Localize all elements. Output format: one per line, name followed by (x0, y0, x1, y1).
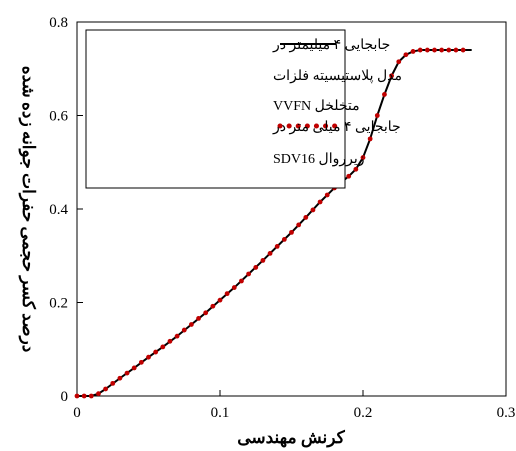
series-point-sdv16 (432, 47, 437, 53)
series-point-sdv16 (210, 303, 216, 309)
series-point-sdv16 (367, 136, 373, 142)
series-point-sdv16 (260, 258, 266, 263)
x-tick-label: 0.1 (211, 405, 230, 421)
series-point-sdv16 (103, 386, 108, 392)
series-point-sdv16 (224, 291, 230, 297)
y-tick-label: 0.4 (49, 202, 68, 218)
series-point-sdv16 (303, 215, 309, 220)
series-point-sdv16 (410, 49, 416, 54)
series-point-sdv16 (317, 199, 323, 205)
series-point-sdv16 (196, 315, 201, 321)
legend-label-vvfn-line-3: متخلخل VVFN (273, 99, 360, 114)
series-point-sdv16 (174, 333, 180, 339)
series-point-sdv16 (446, 47, 452, 53)
series-point-sdv16 (281, 236, 287, 242)
series-point-sdv16 (289, 229, 294, 235)
y-tick-label: 0.6 (49, 109, 68, 125)
y-tick-label: 0 (61, 389, 69, 405)
series-point-sdv16 (274, 244, 280, 249)
legend-label-sdv16-line-2: زیرروال SDV16 (273, 152, 364, 167)
series-point-sdv16 (138, 359, 144, 365)
series-point-sdv16 (189, 322, 194, 327)
y-tick-label: 0.8 (49, 15, 68, 31)
series-point-sdv16 (131, 365, 137, 371)
series-point-sdv16 (231, 285, 237, 290)
series-point-sdv16 (153, 349, 159, 355)
series-point-sdv16 (217, 297, 223, 303)
series-point-sdv16 (81, 393, 87, 399)
series-point-sdv16 (124, 370, 130, 376)
series-point-sdv16 (253, 265, 259, 270)
legend-label-sdv16-line-1: جابجایی ۴ میلی متر در (272, 120, 401, 135)
series-point-sdv16 (117, 375, 123, 381)
series-point-sdv16 (310, 207, 316, 213)
series-point-sdv16 (267, 251, 273, 256)
series-point-sdv16 (353, 166, 359, 172)
legend-box (85, 29, 346, 189)
x-ticks: 0 0.1 0.2 0.3 (73, 390, 515, 421)
x-axis-title: کرنش مهندسی (237, 428, 345, 448)
series-point-sdv16 (296, 222, 302, 228)
series-point-sdv16 (360, 155, 366, 160)
series-point-sdv16 (417, 47, 423, 53)
series-point-sdv16 (460, 47, 466, 53)
legend-label-vvfn-line-1: جابجایی ۴ میلیمتر در (272, 38, 390, 53)
series-point-sdv16 (389, 73, 394, 79)
series-point-sdv16 (403, 52, 409, 58)
series-point-sdv16 (167, 338, 173, 344)
series-point-sdv16 (239, 278, 244, 284)
y-axis-title: درصد کسر حجمی حفرات جوانه زده شده (18, 66, 38, 353)
x-tick-label: 0.3 (497, 405, 516, 421)
series-point-sdv16 (160, 344, 166, 350)
series-point-sdv16 (346, 173, 352, 179)
series-point-sdv16 (110, 380, 116, 386)
legend: جابجایی ۴ میلیمتر در مدل پلاستیسیته فلزا… (85, 29, 402, 189)
series-point-sdv16 (324, 192, 330, 198)
series-point-sdv16 (374, 113, 380, 118)
series-point-sdv16 (181, 327, 187, 333)
series-point-sdv16 (88, 393, 94, 399)
series-point-sdv16 (453, 47, 459, 53)
series-point-sdv16 (203, 310, 209, 316)
series-point-sdv16 (246, 271, 252, 277)
x-tick-label: 0.2 (354, 405, 373, 421)
series-point-sdv16 (396, 59, 402, 65)
series-point-sdv16 (424, 47, 430, 53)
series-point-sdv16 (382, 92, 387, 97)
y-ticks: 0 0.2 0.4 0.6 0.8 (49, 15, 83, 405)
series-point-sdv16 (74, 393, 80, 399)
y-tick-label: 0.2 (49, 296, 68, 312)
series-point-sdv16 (439, 47, 445, 53)
legend-label-vvfn-line-2: مدل پلاستیسیته فلزات (273, 69, 402, 84)
x-tick-label: 0 (73, 405, 81, 421)
series-point-sdv16 (146, 354, 151, 360)
series-point-sdv16 (96, 391, 101, 397)
